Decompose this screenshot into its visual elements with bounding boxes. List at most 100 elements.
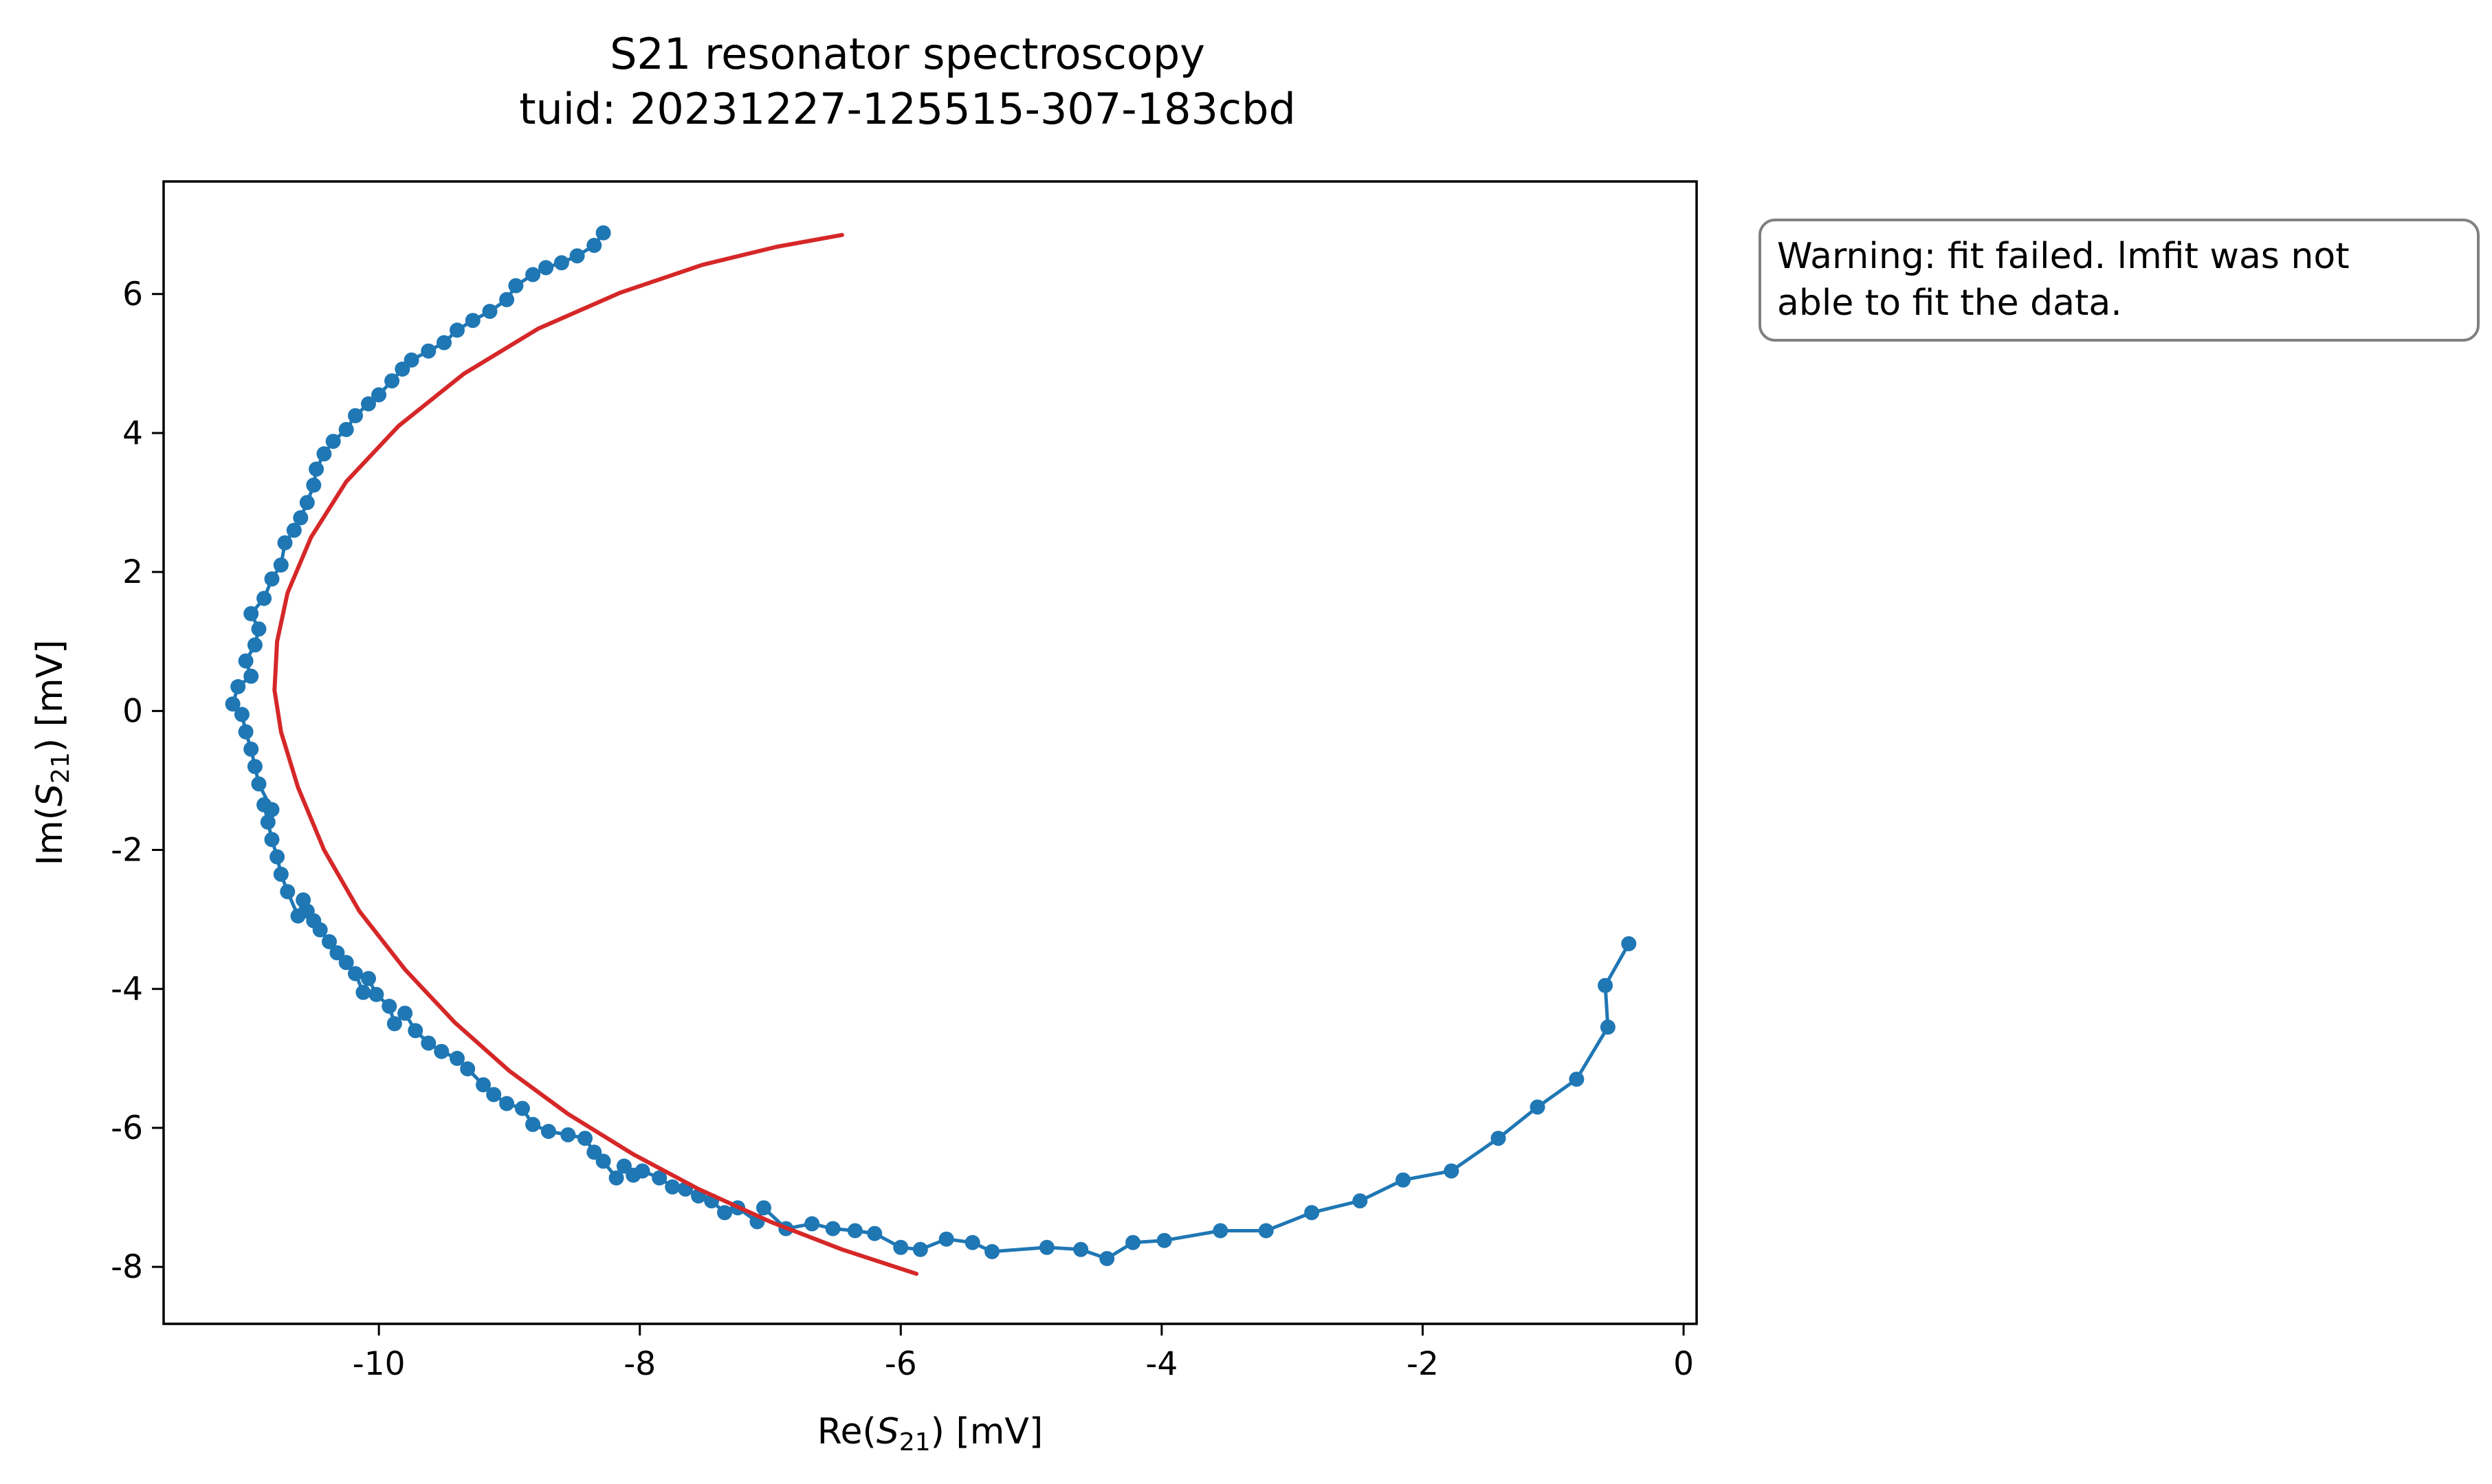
data-point xyxy=(251,776,267,792)
data-point xyxy=(540,1124,556,1139)
warning-text-line-2: able to fit the data. xyxy=(1777,283,2122,324)
data-point xyxy=(1099,1251,1115,1266)
data-point xyxy=(1600,1019,1616,1035)
data-point xyxy=(652,1170,668,1186)
axes-frame xyxy=(162,180,1698,1325)
y-tick-label: -8 xyxy=(111,1248,143,1286)
data-point xyxy=(361,396,376,412)
data-point xyxy=(525,1116,541,1132)
data-point xyxy=(384,373,400,389)
data-point xyxy=(1569,1072,1585,1087)
chart-title-line-1: S21 resonator spectroscopy xyxy=(610,29,1205,79)
data-point xyxy=(404,352,419,368)
data-point xyxy=(1490,1131,1506,1147)
y-tick-label: 2 xyxy=(122,553,143,591)
data-point xyxy=(508,278,524,294)
data-point xyxy=(1039,1239,1055,1255)
data-point xyxy=(264,571,280,587)
data-point xyxy=(355,984,371,1000)
warning-annotation: Warning: fit failed. lmfit was not able … xyxy=(1758,219,2480,342)
data-point xyxy=(256,590,272,606)
data-layer xyxy=(225,225,1637,1276)
data-point xyxy=(586,1144,602,1160)
data-point xyxy=(322,934,337,949)
data-point xyxy=(665,1179,681,1195)
data-point xyxy=(397,1006,413,1021)
data-point xyxy=(382,999,397,1014)
data-point xyxy=(247,759,263,775)
chart-title-line-2: tuid: 20231227-125515-307-183cbd xyxy=(519,84,1296,134)
data-point xyxy=(408,1023,423,1039)
data-point xyxy=(450,1050,465,1066)
data-point xyxy=(238,724,254,740)
data-point xyxy=(525,267,541,283)
x-tick-label: -10 xyxy=(353,1345,406,1383)
data-point xyxy=(514,1100,530,1116)
data-point xyxy=(273,557,289,573)
warning-text-line-1: Warning: fit failed. lmfit was not xyxy=(1777,236,2350,277)
x-axis-label: Re(S21) [mV] xyxy=(817,1411,1044,1457)
data-point xyxy=(569,248,585,264)
data-point xyxy=(368,986,384,1002)
data-point xyxy=(243,606,259,621)
data-point xyxy=(386,1016,402,1032)
data-point xyxy=(964,1234,980,1250)
data-point xyxy=(247,637,263,653)
data-point xyxy=(290,908,306,924)
data-point xyxy=(260,815,276,830)
data-point xyxy=(296,892,311,908)
data-point xyxy=(867,1226,883,1241)
data-point xyxy=(1530,1099,1545,1115)
data-point xyxy=(329,945,345,961)
data-point xyxy=(251,621,267,637)
y-tick-label: -2 xyxy=(111,832,143,870)
data-point xyxy=(306,477,322,493)
data-point xyxy=(938,1231,954,1247)
data-point xyxy=(553,255,569,271)
data-point xyxy=(348,408,363,423)
data-point xyxy=(756,1200,771,1216)
data-point xyxy=(486,1087,502,1103)
data-point xyxy=(577,1131,593,1147)
x-axis-ticks: -10 -8 -6 -4 -2 0 xyxy=(353,1324,1694,1383)
data-point xyxy=(421,343,437,359)
data-point xyxy=(608,1170,624,1186)
data-point xyxy=(538,260,554,276)
data-point xyxy=(893,1239,909,1255)
data-point xyxy=(1621,936,1637,951)
data-point xyxy=(348,966,363,982)
data-point xyxy=(450,322,465,338)
data-point xyxy=(984,1243,1000,1259)
data-point xyxy=(264,832,280,848)
data-point xyxy=(338,955,354,971)
plot-area xyxy=(162,180,1698,1325)
data-point xyxy=(1258,1223,1274,1239)
data-point xyxy=(338,421,354,437)
data-point xyxy=(499,1096,515,1111)
fit-curve xyxy=(272,232,919,1276)
data-point xyxy=(309,461,324,477)
data-point xyxy=(460,1061,476,1076)
y-axis-ticks: -8 -6 -4 -2 0 2 4 6 xyxy=(111,276,164,1286)
data-point xyxy=(912,1241,928,1257)
data-point xyxy=(421,1035,437,1051)
data-point xyxy=(560,1127,576,1142)
data-point xyxy=(277,535,293,551)
data-point xyxy=(234,707,250,722)
data-point xyxy=(361,971,376,986)
data-point xyxy=(243,741,259,757)
data-point xyxy=(293,510,309,526)
y-tick-label: 6 xyxy=(122,276,143,313)
y-axis-label: Im(S21) [mV] xyxy=(30,640,75,866)
data-point xyxy=(482,304,498,319)
data-point xyxy=(280,884,296,900)
data-point xyxy=(1598,977,1613,993)
data-point xyxy=(595,225,611,241)
data-point xyxy=(616,1158,632,1174)
x-tick-label: 0 xyxy=(1673,1345,1694,1383)
data-point xyxy=(1213,1223,1228,1239)
y-tick-label: 0 xyxy=(122,692,143,730)
data-point xyxy=(316,446,332,462)
x-tick-label: -6 xyxy=(885,1345,917,1383)
